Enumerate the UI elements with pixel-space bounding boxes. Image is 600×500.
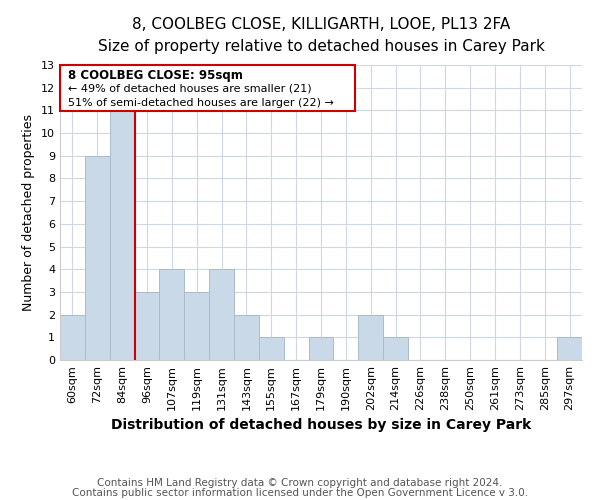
Text: Contains public sector information licensed under the Open Government Licence v : Contains public sector information licen… — [72, 488, 528, 498]
FancyBboxPatch shape — [60, 65, 355, 110]
Bar — [308, 338, 334, 360]
Bar — [160, 269, 184, 360]
Bar — [85, 156, 110, 360]
Text: 8 COOLBEG CLOSE: 95sqm: 8 COOLBEG CLOSE: 95sqm — [68, 70, 243, 82]
Y-axis label: Number of detached properties: Number of detached properties — [22, 114, 35, 311]
Bar — [358, 314, 383, 360]
Bar — [557, 338, 582, 360]
Bar — [209, 269, 234, 360]
Bar — [110, 110, 134, 360]
Bar — [383, 338, 408, 360]
Text: Contains HM Land Registry data © Crown copyright and database right 2024.: Contains HM Land Registry data © Crown c… — [97, 478, 503, 488]
Bar — [134, 292, 160, 360]
Bar — [234, 314, 259, 360]
Text: 51% of semi-detached houses are larger (22) →: 51% of semi-detached houses are larger (… — [68, 98, 334, 108]
Bar — [184, 292, 209, 360]
Title: 8, COOLBEG CLOSE, KILLIGARTH, LOOE, PL13 2FA
Size of property relative to detach: 8, COOLBEG CLOSE, KILLIGARTH, LOOE, PL13… — [98, 17, 544, 54]
Bar — [259, 338, 284, 360]
X-axis label: Distribution of detached houses by size in Carey Park: Distribution of detached houses by size … — [111, 418, 531, 432]
Text: ← 49% of detached houses are smaller (21): ← 49% of detached houses are smaller (21… — [68, 84, 311, 94]
Bar — [60, 314, 85, 360]
